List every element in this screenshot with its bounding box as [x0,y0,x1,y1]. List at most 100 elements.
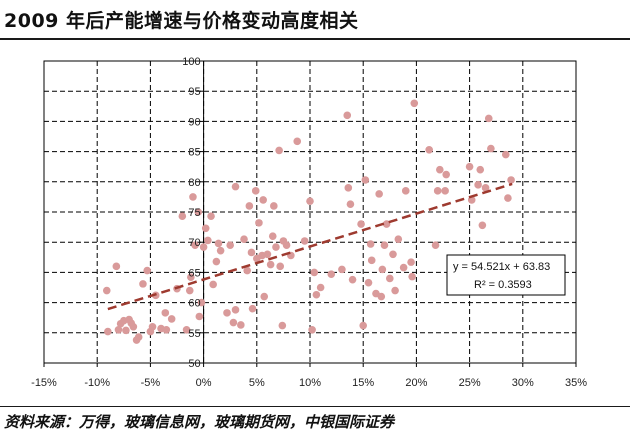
data-point [377,292,386,301]
data-point [260,292,269,301]
data-point [209,280,217,289]
data-point [212,257,221,266]
data-point [216,246,225,255]
trend-r-squared: R² = 0.3593 [474,279,532,291]
data-point [231,306,240,314]
data-point [386,274,394,283]
data-point [263,250,272,259]
data-point [364,278,373,287]
data-point [207,212,215,221]
x-tick-label: 20% [405,377,427,389]
data-point [255,219,263,227]
y-tick-label: 100 [182,56,200,68]
data-point [229,318,238,327]
data-point [357,220,365,228]
trendline-layer [107,182,513,311]
y-tick-label: 70 [188,237,200,249]
data-point [504,194,512,202]
data-point [191,241,199,250]
data-point [247,248,256,257]
x-tick-label: 0% [196,377,212,389]
data-point [316,283,325,292]
data-point [185,286,194,295]
data-point [310,268,319,277]
data-point [408,272,416,281]
data-point [114,325,123,334]
data-point [507,176,515,184]
x-tick-label: 30% [512,377,534,389]
data-point [167,315,176,323]
data-points [102,99,515,344]
data-point [259,196,267,204]
data-point [275,146,283,155]
data-point [375,190,383,198]
axes [43,60,577,367]
data-point [204,236,212,245]
x-tick-label: 25% [459,377,481,389]
x-tick-label: 5% [249,377,265,389]
data-point [442,170,450,179]
data-point [308,325,316,334]
y-tick-label: 50 [188,358,200,370]
data-point [343,111,352,120]
data-point [240,235,248,243]
data-point [248,304,257,313]
data-point [389,250,397,259]
data-point [361,176,370,184]
data-point [197,298,206,307]
y-tick-label: 85 [188,147,200,159]
data-point [282,241,291,250]
data-point [161,309,170,317]
chart-title: 2009 年后产能增速与价格变动高度相关 [4,10,359,32]
data-point [382,220,391,228]
data-point [378,265,387,274]
data-point [201,224,210,233]
x-tick-label: 35% [565,377,587,389]
source-note: 资料来源：万得，玻璃信息网，玻璃期货网，中银国际证券 [4,413,395,431]
data-point [214,239,223,248]
data-point [237,321,245,329]
data-point [399,263,408,272]
data-point [300,237,309,245]
data-point [276,262,285,271]
data-point [178,212,187,221]
data-point [380,241,389,250]
data-point [129,322,138,331]
data-point [474,181,482,189]
data-point [245,202,254,210]
data-point [359,321,368,330]
data-point [327,270,336,279]
data-point [272,243,280,251]
data-point [441,187,449,195]
data-point [407,258,415,266]
data-point [425,145,433,154]
data-point [112,262,121,271]
data-point [293,137,302,146]
data-point [195,312,204,321]
data-point [394,235,403,243]
data-point [122,326,130,335]
data-point [162,325,171,334]
data-point [189,193,197,201]
data-point [278,321,287,330]
data-point [436,165,444,174]
data-point [306,197,314,205]
data-point [231,182,240,191]
data-point [391,286,399,295]
data-point [134,333,143,341]
data-point [226,241,234,250]
data-point [143,266,152,275]
data-point [139,280,147,288]
data-point [194,208,203,216]
y-tick-label: 75 [188,207,200,219]
data-point [433,187,442,195]
data-point [182,325,191,334]
y-tick-label: 80 [188,177,200,189]
data-point [251,187,260,195]
data-point [348,275,357,284]
data-point [312,290,321,299]
data-point [199,243,208,251]
data-point [465,162,474,171]
data-point [501,150,510,159]
